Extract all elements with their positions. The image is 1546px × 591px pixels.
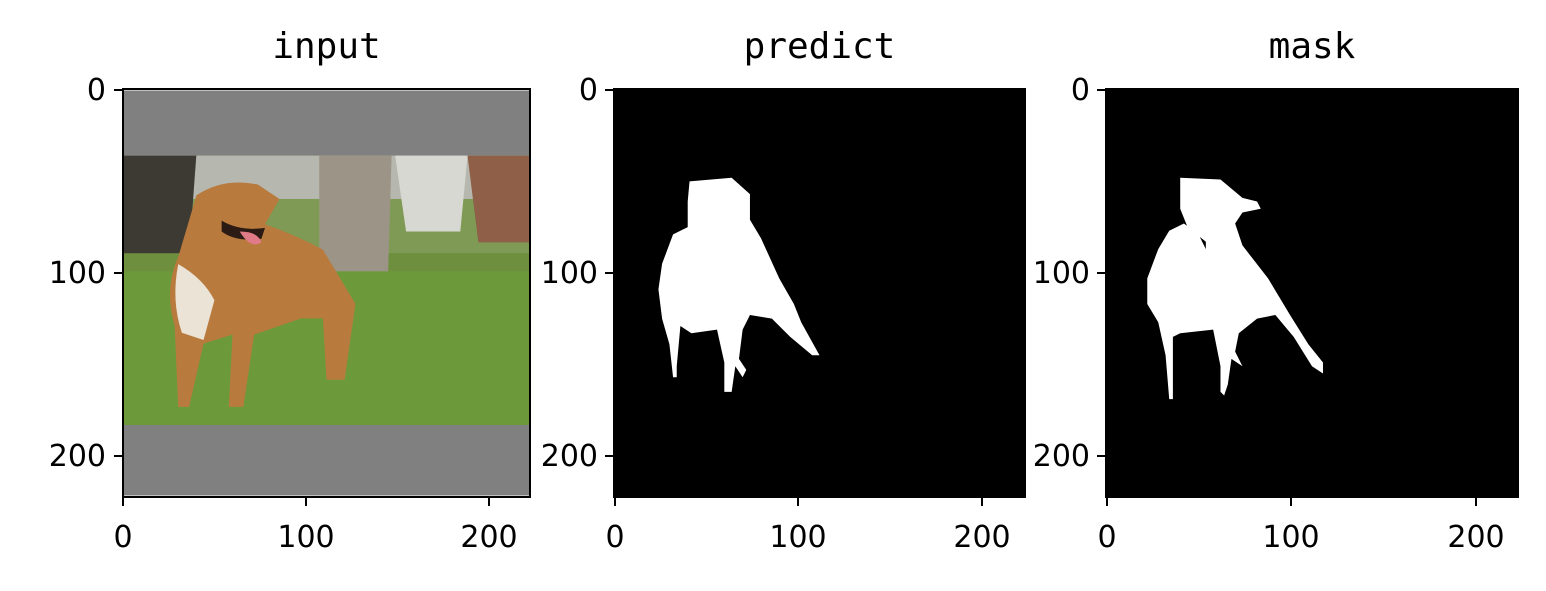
dog-body [169, 182, 356, 407]
predicted-dog-silhouette [658, 177, 820, 392]
ytick-label: 200 [1032, 439, 1090, 474]
xtick-label: 100 [769, 520, 827, 555]
ytick-mark [1097, 455, 1105, 457]
ytick-mark [114, 89, 122, 91]
ytick-mark [114, 272, 122, 274]
xtick-mark [1475, 498, 1477, 506]
image-mask [1105, 88, 1519, 498]
image-input [122, 88, 531, 498]
ytick-mark [114, 455, 122, 457]
ground-truth-mask-svg [1107, 88, 1517, 498]
plot-title: input [272, 26, 381, 67]
ytick-mark [1097, 272, 1105, 274]
xtick-mark [797, 498, 799, 506]
plot-title: predict [743, 26, 896, 67]
dog-tongue [239, 231, 262, 245]
xtick-label: 100 [277, 520, 335, 555]
ytick-mark [605, 455, 613, 457]
xtick-mark [122, 498, 124, 506]
person-leg-left [124, 155, 197, 254]
subplot-input: input 0 100 200 0 100 200 [0, 0, 540, 591]
ytick-label: 200 [48, 439, 106, 474]
xtick-label: 200 [460, 520, 518, 555]
image-predict [613, 88, 1026, 498]
xtick-label: 0 [1097, 520, 1117, 555]
xtick-mark [305, 498, 307, 506]
ytick-label: 0 [1070, 73, 1090, 108]
ytick-mark [1097, 89, 1105, 91]
predict-mask-svg [614, 88, 1025, 498]
xtick-label: 100 [1262, 520, 1320, 555]
dog-chest [175, 264, 215, 341]
person-leg-right [319, 155, 392, 279]
subplot-predict: predict 0 100 200 0 100 200 [540, 0, 1040, 591]
person-legs-far-right [467, 155, 529, 243]
ytick-label: 100 [48, 256, 106, 291]
ytick-label: 0 [86, 73, 106, 108]
ytick-label: 100 [540, 256, 598, 291]
xtick-mark [1290, 498, 1292, 506]
subplot-mask: mask 0 100 200 0 100 200 [1032, 0, 1542, 591]
ytick-label: 200 [540, 439, 598, 474]
xtick-mark [488, 498, 490, 506]
ytick-mark [605, 89, 613, 91]
ytick-mark [605, 272, 613, 274]
ytick-label: 0 [578, 73, 598, 108]
ground-truth-dog-silhouette [1147, 177, 1323, 400]
xtick-mark [981, 498, 983, 506]
white-dog-background [395, 155, 468, 232]
dog-photo-svg [124, 90, 529, 496]
xtick-label: 0 [605, 520, 625, 555]
plot-title: mask [1268, 26, 1356, 67]
ytick-label: 100 [1032, 256, 1090, 291]
xtick-mark [614, 498, 616, 506]
xtick-label: 200 [1447, 520, 1505, 555]
xtick-mark [1106, 498, 1108, 506]
xtick-label: 0 [113, 520, 133, 555]
xtick-label: 200 [953, 520, 1011, 555]
